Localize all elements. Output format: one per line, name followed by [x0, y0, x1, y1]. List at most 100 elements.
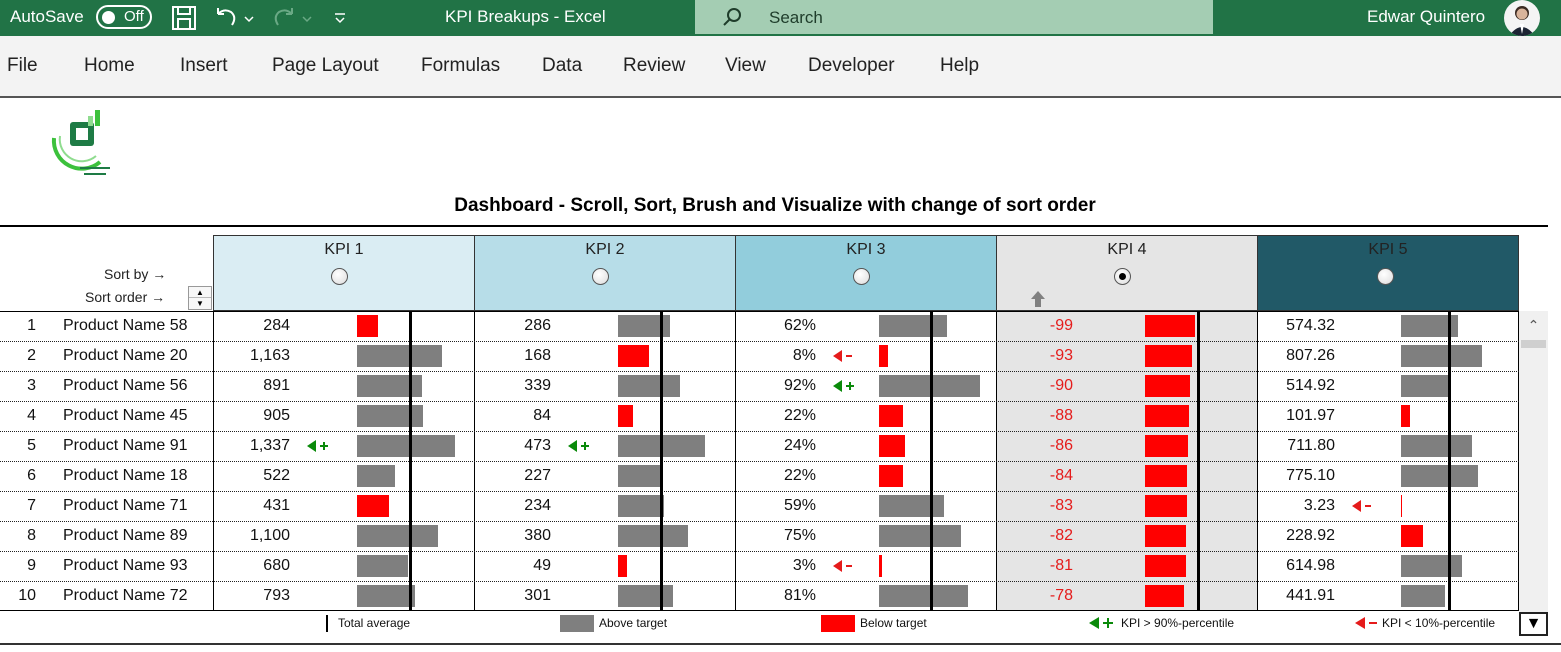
kpi-1-bar: [357, 495, 389, 517]
kpi-2-total-average-line: [660, 311, 663, 611]
kpi-3-bar: [879, 405, 903, 427]
kpi-2-bar: [618, 465, 663, 487]
kpi-4-value: -81: [1049, 557, 1073, 574]
kpi-4-value: -90: [1049, 377, 1073, 394]
sort-order-label: Sort order →: [85, 289, 166, 305]
kpi-3-radio[interactable]: [853, 268, 870, 285]
save-icon[interactable]: [170, 4, 198, 32]
product-name[interactable]: Product Name 93: [63, 557, 188, 574]
kpi-5-bar: [1401, 315, 1458, 337]
kpi-3-value: 92%: [783, 377, 816, 394]
product-name[interactable]: Product Name 18: [63, 467, 188, 484]
menu-developer[interactable]: Developer: [808, 55, 895, 76]
row-divider: [0, 491, 1519, 492]
kpi-5-value: 101.97: [1286, 407, 1335, 424]
kpi-3-value: 75%: [783, 527, 816, 544]
high-percentile-flag-icon: [833, 380, 854, 392]
kpi-3-bar: [879, 315, 947, 337]
row-rank: 3: [27, 377, 36, 394]
kpi-5-value: 614.98: [1286, 557, 1335, 574]
kpi-1-value: 905: [263, 407, 290, 424]
vertical-scrollbar[interactable]: [1519, 311, 1548, 636]
low-percentile-flag-icon: [1355, 617, 1377, 629]
menu-review[interactable]: Review: [623, 55, 686, 76]
below-target-swatch: [821, 615, 855, 632]
product-name[interactable]: Product Name 58: [63, 317, 188, 334]
kpi-3-bar: [879, 465, 903, 487]
spinner-up-icon[interactable]: ▲: [189, 287, 211, 298]
kpi-3-bar: [879, 435, 905, 457]
legend-total-average: Total average: [338, 616, 411, 630]
sort-order-spinner[interactable]: ▲ ▼: [188, 286, 212, 310]
kpi-5-bar: [1401, 465, 1478, 487]
sort-by-label: Sort by →: [104, 266, 167, 282]
kpi-4-radio[interactable]: [1114, 268, 1131, 285]
search-box[interactable]: Search: [695, 0, 1213, 34]
product-name[interactable]: Product Name 56: [63, 377, 188, 394]
product-name[interactable]: Product Name 71: [63, 497, 188, 514]
kpi-5-total-average-line: [1448, 311, 1451, 611]
undo-icon[interactable]: [212, 4, 240, 32]
kpi-2-value: 301: [524, 587, 551, 604]
spinner-down-icon[interactable]: ▼: [196, 299, 204, 308]
kpi-3-value: 8%: [792, 347, 816, 364]
autosave-toggle[interactable]: Off: [96, 5, 152, 29]
user-avatar[interactable]: [1504, 0, 1540, 36]
sort-direction-arrow-icon: [1031, 291, 1045, 307]
undo-dropdown-icon[interactable]: [242, 4, 256, 32]
row-divider: [0, 401, 1519, 402]
row-rank: 8: [27, 527, 36, 544]
kpi-1-value: 284: [263, 317, 290, 334]
menu-view[interactable]: View: [725, 55, 766, 76]
kpi-4-bar: [1145, 555, 1186, 577]
kpi-5-value: 514.92: [1286, 377, 1335, 394]
scroll-down-icon[interactable]: ▼: [1519, 612, 1548, 636]
row-rank: 4: [27, 407, 36, 424]
scrollbar-thumb[interactable]: [1521, 340, 1546, 348]
legend-high-percentile: KPI > 90%-percentile: [1121, 616, 1235, 630]
menu-home[interactable]: Home: [84, 55, 135, 76]
menu-help[interactable]: Help: [940, 55, 980, 76]
kpi-3-value: 62%: [783, 317, 816, 334]
kpi-2-value: 49: [533, 557, 551, 574]
kpi-5-bar: [1401, 525, 1423, 547]
menu-file[interactable]: File: [7, 55, 38, 76]
kpi-2-value: 227: [524, 467, 551, 484]
product-name[interactable]: Product Name 20: [63, 347, 188, 364]
kpi-2-value: 286: [524, 317, 551, 334]
kpi-5-bar: [1401, 495, 1402, 517]
kpi-5-value: 574.32: [1286, 317, 1335, 334]
total-average-swatch: [326, 615, 328, 632]
kpi-2-value: 380: [524, 527, 551, 544]
kpi-2-value: 234: [524, 497, 551, 514]
product-name[interactable]: Product Name 72: [63, 587, 188, 604]
product-name[interactable]: Product Name 89: [63, 527, 188, 544]
kpi-1-value: 1,100: [249, 527, 290, 544]
kpi-2-bar: [618, 345, 649, 367]
kpi-3-bar: [879, 495, 944, 517]
menu-page-layout[interactable]: Page Layout: [272, 55, 379, 76]
scroll-up-icon[interactable]: ⌃: [1527, 317, 1540, 333]
kpi-1-radio[interactable]: [331, 268, 348, 285]
menu-data[interactable]: Data: [542, 55, 583, 76]
product-name[interactable]: Product Name 45: [63, 407, 188, 424]
kpi-1-bar: [357, 435, 455, 457]
low-percentile-flag-icon: [1352, 500, 1371, 512]
kpi-4-bar: [1145, 405, 1189, 427]
kpi-2-radio[interactable]: [592, 268, 609, 285]
product-name[interactable]: Product Name 91: [63, 437, 188, 454]
legend-low-percentile: KPI < 10%-percentile: [1382, 616, 1496, 630]
kpi-4-bar: [1145, 375, 1190, 397]
row-rank: 1: [27, 317, 36, 334]
menu-formulas[interactable]: Formulas: [421, 55, 501, 76]
kpi-1-value: 1,337: [249, 437, 290, 454]
menu-insert[interactable]: Insert: [180, 55, 228, 76]
kpi-4-name: KPI 4: [1107, 241, 1147, 258]
kpi-3-value: 24%: [783, 437, 816, 454]
kpi-4-bar: [1145, 315, 1195, 337]
kpi-5-value: 807.26: [1286, 347, 1335, 364]
avatar-image: [1509, 6, 1535, 36]
kpi-3-value: 3%: [792, 557, 816, 574]
customize-toolbar-icon[interactable]: [330, 4, 350, 32]
kpi-5-radio[interactable]: [1377, 268, 1394, 285]
